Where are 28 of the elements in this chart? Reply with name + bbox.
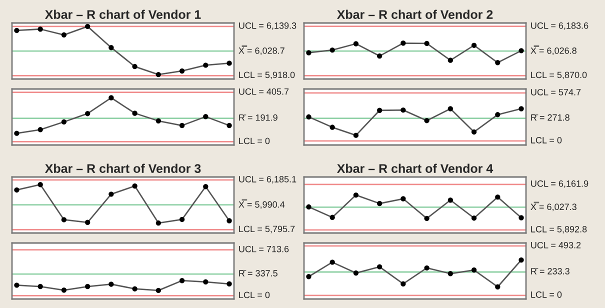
ref-line-label: UCL = 574.7 bbox=[531, 88, 581, 96]
ref-line-label: UCL = 713.6 bbox=[239, 246, 289, 252]
chart-title: Xbar – R chart of Vendor 2 bbox=[336, 10, 493, 19]
ref-line-label: LCL = 5,795.7 bbox=[239, 226, 295, 234]
ref-line-label: X̿ = 5,990.4 bbox=[238, 200, 285, 209]
ref-line-label: R̄ = 233.3 bbox=[531, 268, 570, 274]
ref-line-label: UCL = 6,185.1 bbox=[239, 176, 296, 184]
ref-line-label: X̿ = 6,028.7 bbox=[238, 46, 284, 55]
ref-line-label: R̄ = 271.8 bbox=[531, 114, 570, 121]
ref-line-label: LCL = 5,918.0 bbox=[239, 72, 295, 80]
ref-line-label: LCL = 0 bbox=[239, 138, 270, 144]
ref-line-label: X̿ = 6,027.3 bbox=[530, 202, 576, 212]
ref-line-label: UCL = 6,183.6 bbox=[531, 22, 588, 30]
ref-line-label: X̿ = 6,026.8 bbox=[530, 46, 576, 55]
ref-line-label: LCL = 0 bbox=[239, 292, 270, 298]
chart-title: Xbar – R chart of Vendor 3 bbox=[44, 164, 201, 173]
ref-line-label: LCL = 0 bbox=[531, 291, 562, 298]
ref-line-label: R̄ = 337.5 bbox=[239, 270, 278, 276]
ref-line-label: LCL = 5,892.8 bbox=[531, 226, 587, 234]
ref-line-label: UCL = 6,161.9 bbox=[531, 180, 588, 188]
chart-title: Xbar – R chart of Vendor 1 bbox=[44, 10, 201, 19]
ref-line-label: LCL = 0 bbox=[531, 137, 562, 144]
ref-line-label: UCL = 493.2 bbox=[531, 242, 581, 248]
chart-title: Xbar – R chart of Vendor 4 bbox=[336, 164, 494, 173]
ref-line-label: UCL = 405.7 bbox=[239, 88, 289, 95]
ref-line-label: LCL = 5,870.0 bbox=[531, 72, 587, 80]
ref-line-label: UCL = 6,139.3 bbox=[239, 22, 296, 30]
ref-line-label: R̄ = 191.9 bbox=[239, 114, 278, 121]
